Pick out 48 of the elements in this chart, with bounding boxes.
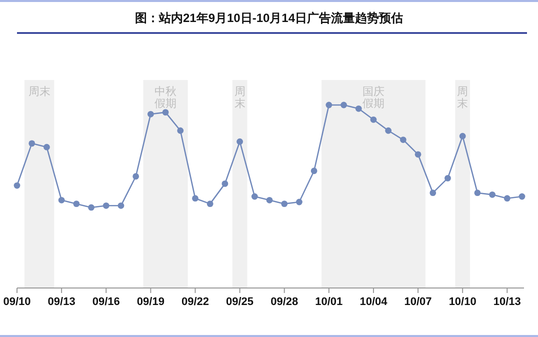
x-tick-label: 09/19 [136, 296, 164, 308]
point [88, 204, 94, 211]
point [400, 136, 406, 143]
point [266, 196, 273, 204]
point [296, 198, 302, 206]
chart-title: 图：站内21年9月10日-10月14日广告流量趋势预估 [134, 11, 404, 25]
point [118, 202, 124, 209]
point [28, 140, 36, 147]
point [132, 173, 140, 180]
point [73, 200, 80, 208]
point [518, 193, 526, 200]
point [281, 200, 288, 208]
x-tick-label: 10/10 [448, 296, 476, 308]
point [162, 109, 169, 116]
point [474, 190, 481, 196]
point [430, 190, 436, 196]
point [370, 116, 377, 123]
point [251, 193, 258, 200]
point [414, 151, 422, 158]
point [340, 102, 347, 108]
point [177, 127, 184, 134]
point [310, 168, 318, 174]
point [147, 110, 154, 118]
x-tick-label: 09/28 [270, 296, 298, 308]
point [459, 132, 466, 140]
point [222, 180, 228, 187]
x-tick-label: 09/10 [3, 296, 31, 308]
point [236, 138, 243, 145]
x-tick-label: 10/07 [404, 296, 432, 308]
x-tick-label: 10/13 [493, 296, 521, 308]
point [444, 175, 451, 182]
point [14, 182, 20, 189]
x-tick-label: 09/25 [226, 296, 254, 308]
x-tick-label: 09/13 [48, 296, 76, 308]
point [206, 200, 214, 208]
point [102, 202, 110, 209]
point [192, 195, 198, 202]
point [326, 102, 332, 108]
x-tick-label: 10/04 [360, 296, 388, 308]
point [355, 105, 362, 112]
x-tick-label: 09/16 [92, 296, 120, 308]
point [44, 144, 50, 150]
x-tick-label: 09/22 [181, 296, 209, 308]
point [385, 127, 392, 134]
point [504, 195, 510, 202]
point [489, 191, 496, 198]
point [58, 196, 65, 204]
x-tick-label: 10/01 [315, 296, 343, 308]
